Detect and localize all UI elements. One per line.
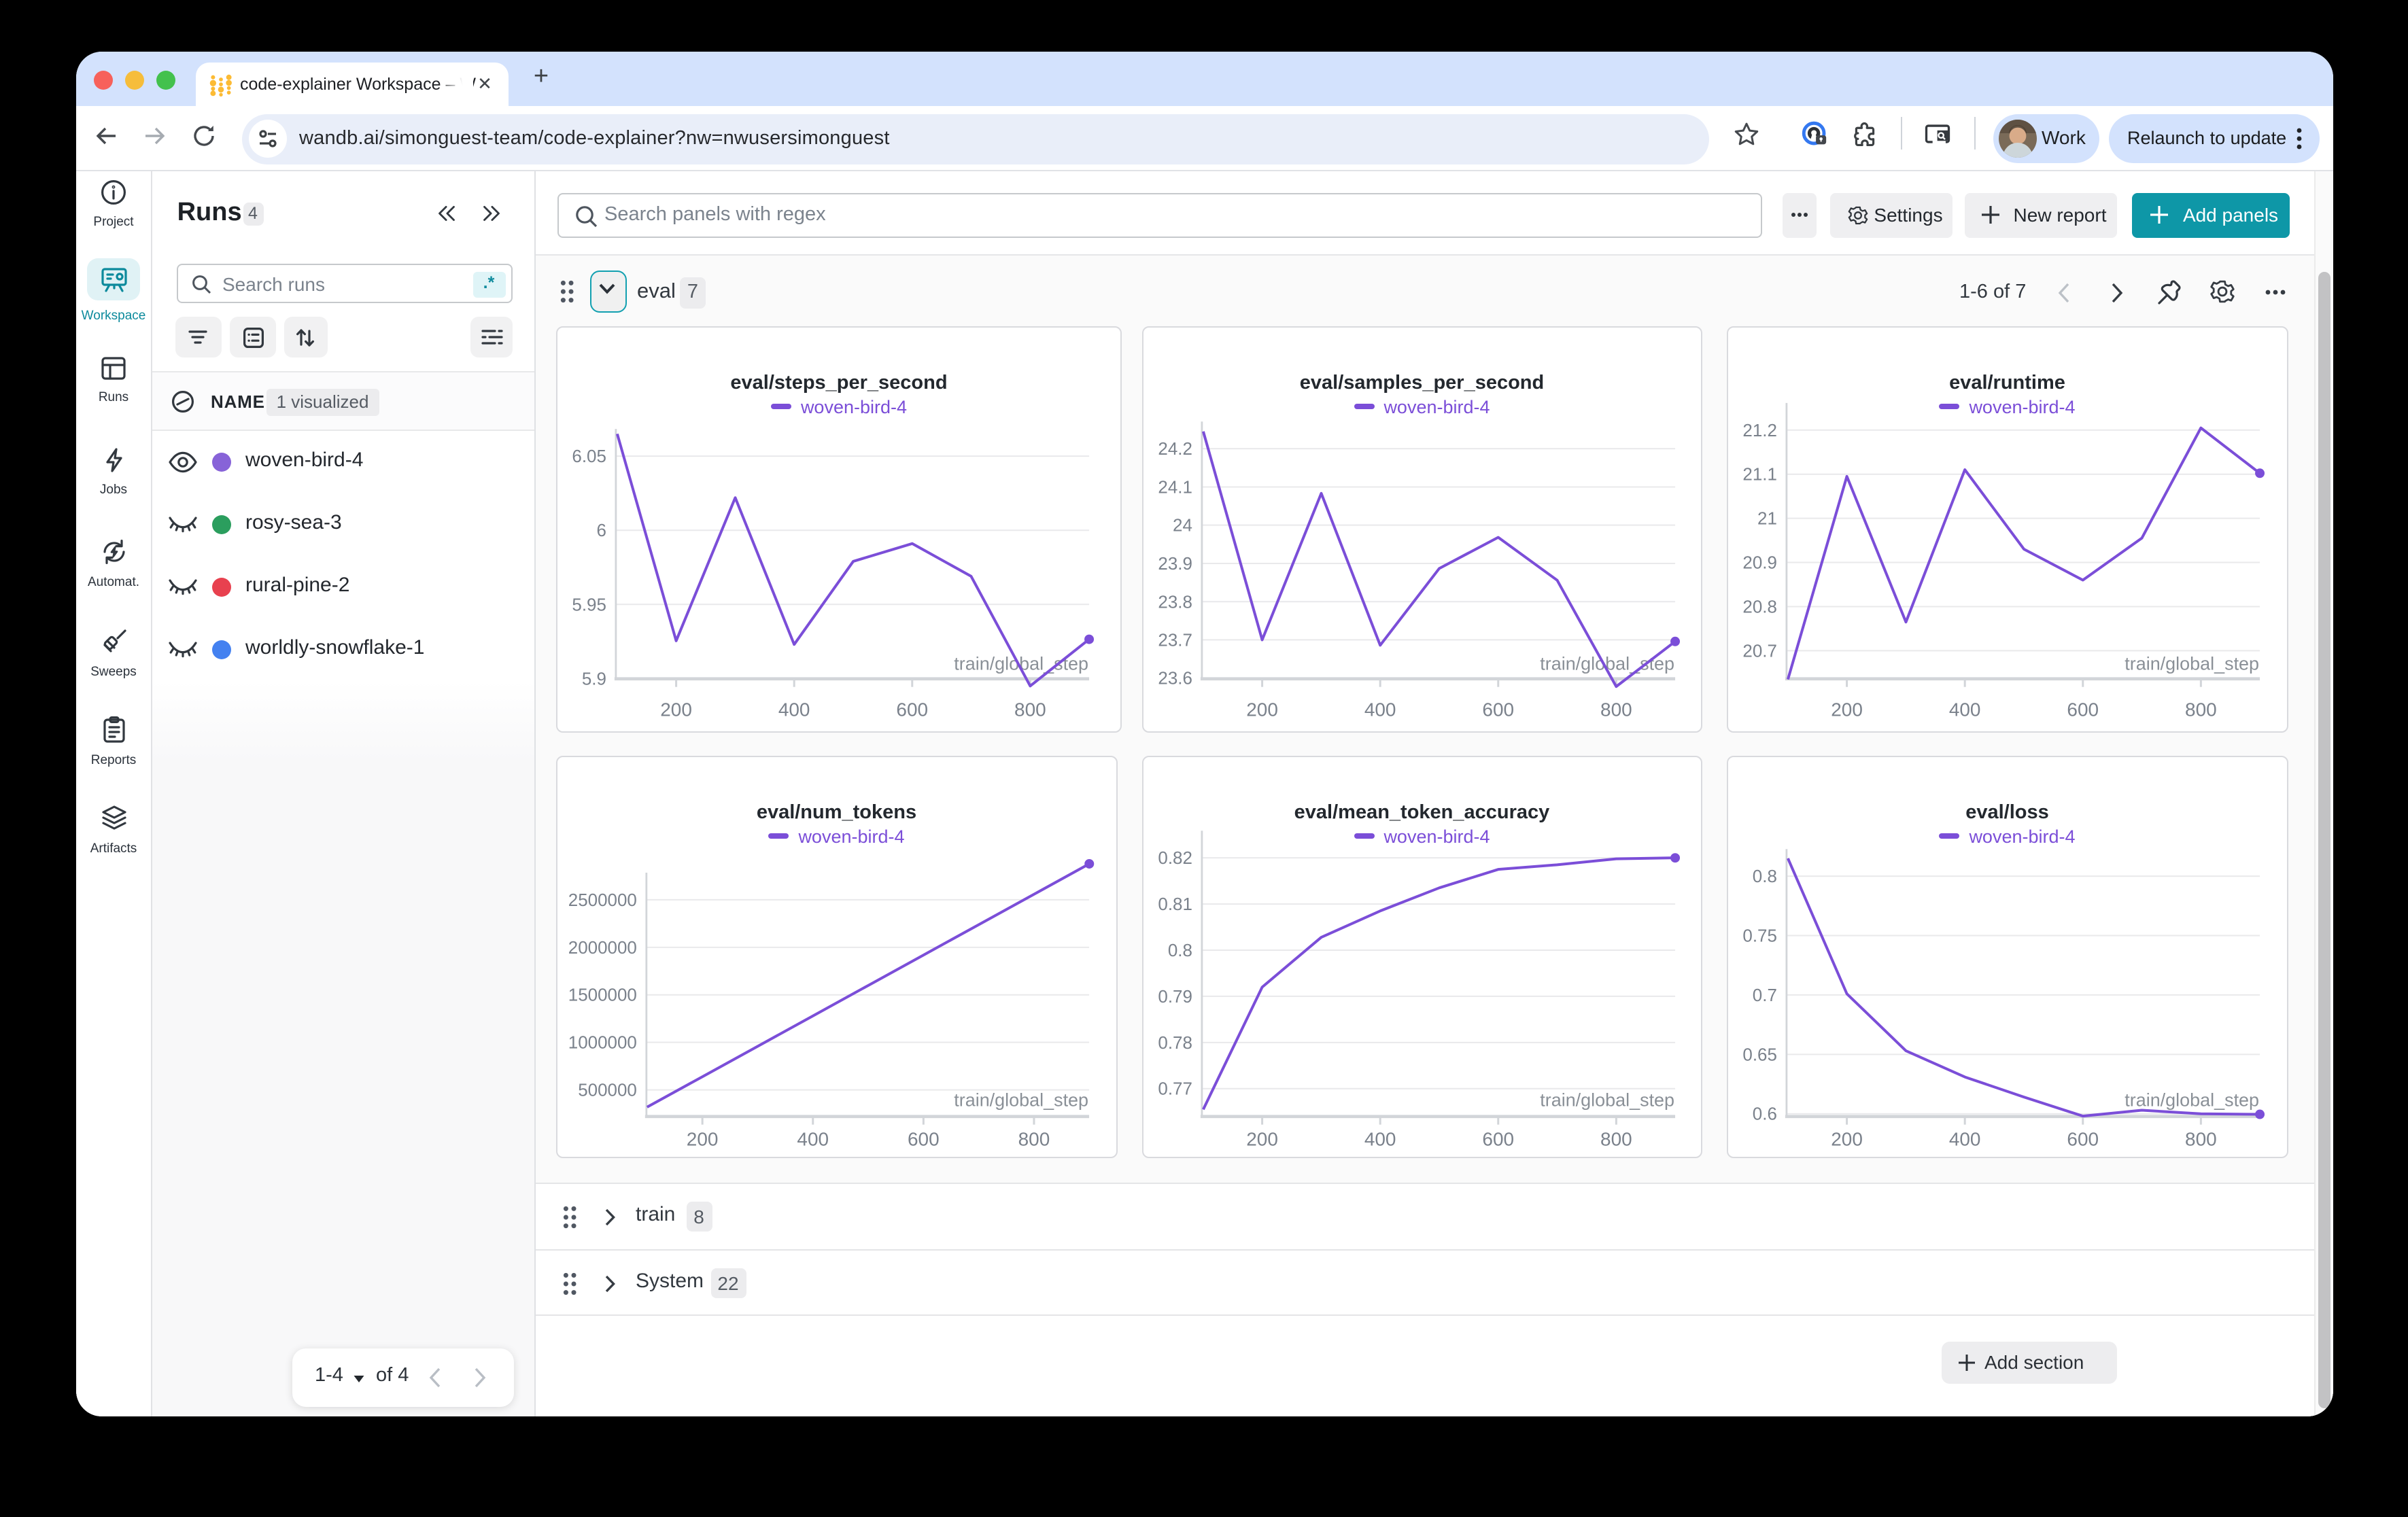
svg-text:0.75: 0.75 <box>1742 925 1777 945</box>
svg-text:24.2: 24.2 <box>1157 438 1192 459</box>
svg-text:500000: 500000 <box>578 1080 637 1100</box>
svg-text:21: 21 <box>1757 508 1777 529</box>
svg-text:21.2: 21.2 <box>1742 420 1777 440</box>
svg-text:0.78: 0.78 <box>1157 1032 1192 1053</box>
svg-text:600: 600 <box>1481 1129 1513 1150</box>
svg-text:200: 200 <box>1831 699 1863 720</box>
svg-text:0.82: 0.82 <box>1157 848 1192 868</box>
svg-text:800: 800 <box>1018 1129 1050 1150</box>
svg-text:23.6: 23.6 <box>1157 668 1192 688</box>
svg-text:1000000: 1000000 <box>568 1032 637 1053</box>
svg-text:600: 600 <box>2067 1129 2099 1150</box>
svg-text:0.7: 0.7 <box>1753 985 1777 1005</box>
svg-text:800: 800 <box>2185 1129 2217 1150</box>
svg-text:0.6: 0.6 <box>1753 1104 1777 1124</box>
svg-text:24: 24 <box>1172 515 1192 536</box>
svg-text:0.65: 0.65 <box>1742 1044 1777 1064</box>
svg-text:200: 200 <box>1245 699 1277 720</box>
svg-text:6.05: 6.05 <box>572 446 606 466</box>
svg-text:train/global_step: train/global_step <box>2125 654 2259 674</box>
svg-text:20.9: 20.9 <box>1742 553 1777 573</box>
svg-text:5.95: 5.95 <box>572 594 606 614</box>
svg-text:200: 200 <box>1831 1129 1863 1150</box>
svg-text:train/global_step: train/global_step <box>2125 1090 2259 1111</box>
svg-text:train/global_step: train/global_step <box>1539 1090 1674 1111</box>
svg-text:400: 400 <box>1949 699 1981 720</box>
svg-text:600: 600 <box>896 699 928 720</box>
svg-text:2000000: 2000000 <box>568 937 637 958</box>
svg-text:1500000: 1500000 <box>568 985 637 1005</box>
svg-text:21.1: 21.1 <box>1742 464 1777 485</box>
svg-text:23.8: 23.8 <box>1157 591 1192 612</box>
svg-text:800: 800 <box>2185 699 2217 720</box>
svg-text:800: 800 <box>1600 699 1632 720</box>
svg-text:0.8: 0.8 <box>1753 866 1777 886</box>
svg-text:20.8: 20.8 <box>1742 596 1777 616</box>
svg-text:600: 600 <box>1481 699 1513 720</box>
svg-text:23.7: 23.7 <box>1157 629 1192 650</box>
svg-text:0.81: 0.81 <box>1157 894 1192 914</box>
svg-text:train/global_step: train/global_step <box>954 1090 1088 1111</box>
svg-text:200: 200 <box>687 1129 719 1150</box>
svg-text:400: 400 <box>1949 1129 1981 1150</box>
svg-text:200: 200 <box>660 699 692 720</box>
svg-text:600: 600 <box>908 1129 940 1150</box>
svg-text:0.77: 0.77 <box>1157 1079 1192 1099</box>
svg-text:0.8: 0.8 <box>1167 940 1192 960</box>
svg-text:600: 600 <box>2067 699 2099 720</box>
svg-text:23.9: 23.9 <box>1157 553 1192 574</box>
svg-text:800: 800 <box>1014 699 1046 720</box>
svg-text:6: 6 <box>596 520 606 540</box>
svg-text:400: 400 <box>1364 699 1396 720</box>
svg-text:800: 800 <box>1600 1129 1632 1150</box>
svg-text:2500000: 2500000 <box>568 890 637 910</box>
svg-text:400: 400 <box>778 699 810 720</box>
svg-text:20.7: 20.7 <box>1742 640 1777 661</box>
svg-text:400: 400 <box>797 1129 829 1150</box>
svg-text:200: 200 <box>1245 1129 1277 1150</box>
svg-text:24.1: 24.1 <box>1157 476 1192 497</box>
svg-text:0.79: 0.79 <box>1157 986 1192 1007</box>
svg-text:400: 400 <box>1364 1129 1396 1150</box>
svg-text:5.9: 5.9 <box>582 668 606 688</box>
